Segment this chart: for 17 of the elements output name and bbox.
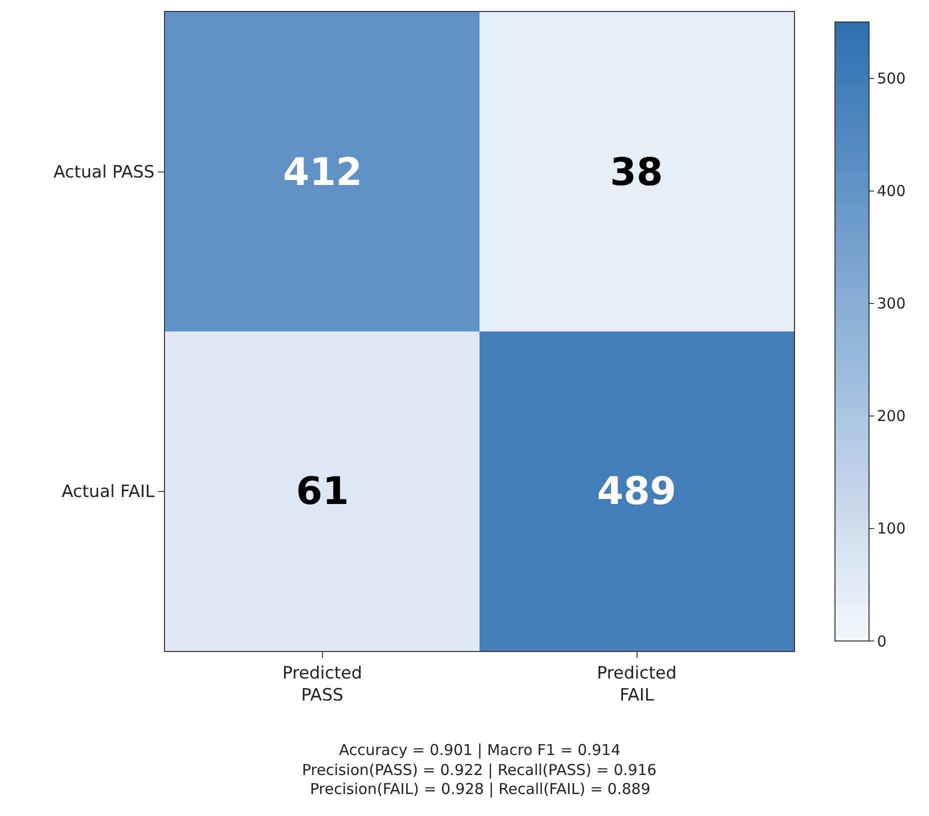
color-bar-label: 400: [877, 182, 906, 200]
x-tick-label: Predicted PASS: [282, 663, 362, 706]
color-bar-label: 200: [877, 407, 906, 426]
x-tick-label: Predicted FAIL: [596, 663, 677, 706]
y-tick-label: Actual PASS: [54, 162, 155, 183]
data-label: 61: [296, 469, 349, 513]
text: Precision(FAIL) = 0.928 | Recall(FAIL) = 0.889: [310, 780, 650, 798]
y-tick-label: Actual FAIL: [62, 482, 156, 502]
color-bar-label: 100: [877, 520, 906, 538]
text: Precision(PASS) = 0.922 | Recall(PASS) = 0.916: [302, 761, 657, 779]
data-label: 412: [283, 150, 362, 194]
color-bar-label: 300: [877, 294, 906, 313]
data-label: 38: [610, 150, 663, 194]
text: Accuracy = 0.901 | Macro F1 = 0.914: [339, 741, 620, 759]
color-bar-label: 0: [877, 632, 887, 650]
color-bar-label: 500: [877, 70, 906, 88]
data-label: 489: [597, 469, 676, 513]
